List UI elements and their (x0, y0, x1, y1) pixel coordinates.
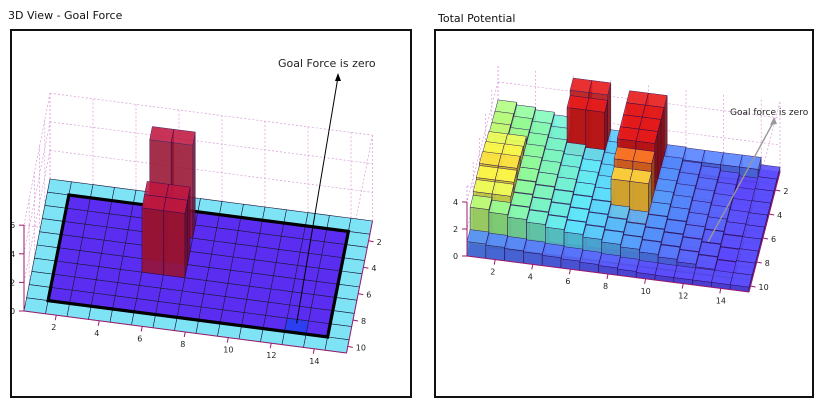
left-x-tick-label: 6 (137, 334, 142, 343)
left-y-tick-label: 8 (361, 317, 366, 326)
arrow-head (335, 73, 341, 81)
right-z-tick-label: 2 (453, 225, 458, 234)
right-y-tick-label: 6 (771, 235, 776, 244)
left-x-tick-label: 14 (309, 357, 319, 366)
left-z-tick-label: 6 (12, 221, 15, 230)
right-chart-title: Total Potential (438, 12, 516, 25)
right-y-tick-label: 8 (765, 259, 770, 268)
obstacle-bar (141, 194, 167, 276)
right-x-tick-label: 12 (678, 292, 688, 301)
potential-bar (579, 249, 603, 274)
right-y-tick-label: 10 (759, 283, 769, 292)
right-z-tick-label: 0 (453, 252, 458, 261)
annotation-arrow (296, 76, 339, 324)
left-y-tick-label: 2 (377, 238, 382, 247)
left-chart-frame: 2 4 6 8 10 12 14 2 4 6 8 10 0 2 4 6 Goal Force is zero (10, 29, 412, 398)
potential-bar (466, 229, 490, 259)
right-x-tick-label: 2 (490, 268, 495, 277)
right-z-tick-label: 4 (453, 198, 458, 207)
potential-bar (729, 272, 753, 293)
right-x-tick-label: 8 (603, 282, 608, 291)
left-x-tick-label: 8 (180, 340, 185, 349)
right-x-tick-label: 6 (565, 277, 570, 286)
potential-bar (738, 154, 762, 182)
right-y-tick-label: 2 (783, 187, 788, 196)
left-x-tick-label: 12 (266, 351, 276, 360)
left-x-tick-label: 2 (51, 323, 56, 332)
left-y-tick-label: 6 (366, 291, 371, 300)
left-x-tick-label: 4 (94, 329, 99, 338)
right-x-tick-label: 14 (716, 296, 726, 305)
total-potential-3d-chart: 2 4 6 8 10 12 14 2 4 6 8 10 0 2 4 Goal force is zero (453, 65, 809, 305)
right-chart-frame: 2 4 6 8 10 12 14 2 4 6 8 10 0 2 4 Goal force is zero (434, 29, 814, 398)
boundary-outline (46, 193, 351, 339)
left-y-tick-label: 4 (371, 264, 376, 273)
right-y-tick-label: 4 (777, 211, 782, 220)
goal-force-annotation: Goal Force is zero (278, 57, 376, 70)
right-x-tick-label: 4 (528, 272, 533, 281)
right-x-tick-label: 10 (641, 287, 651, 296)
obstacle-bar (163, 197, 188, 279)
left-z-tick-label: 2 (12, 278, 15, 287)
goal-force-3d-chart: 2 4 6 8 10 12 14 2 4 6 8 10 0 2 4 6 Goal Force is zero (12, 57, 382, 366)
goal-force-annotation: Goal force is zero (730, 108, 809, 118)
left-x-tick-label: 10 (223, 346, 233, 355)
left-z-tick-label: 4 (12, 250, 15, 259)
left-chart-title: 3D View - Goal Force (8, 9, 123, 22)
arrow-head (770, 117, 777, 125)
left-z-tick-label: 0 (12, 307, 15, 316)
annotation-arrow (707, 120, 775, 243)
left-y-tick-label: 10 (356, 343, 366, 352)
